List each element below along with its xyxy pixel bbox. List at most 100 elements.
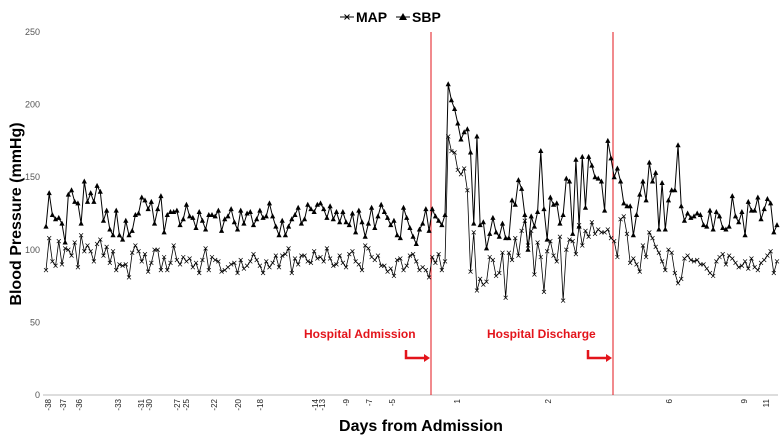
data-point: [602, 207, 608, 213]
data-point: [554, 200, 560, 206]
data-point: [289, 216, 295, 222]
data-point: [678, 203, 684, 209]
data-point: [264, 259, 269, 264]
data-point: [356, 207, 362, 213]
data-point: [215, 207, 221, 213]
data-point: [388, 222, 394, 228]
data-point: [359, 267, 365, 273]
data-point: [123, 217, 129, 223]
data-point: [643, 197, 649, 203]
data-point: [413, 240, 419, 246]
data-point: [196, 209, 202, 215]
data-point: [107, 260, 113, 266]
data-point: [88, 190, 94, 196]
data-point: [560, 211, 566, 217]
data-point: [53, 263, 58, 269]
data-point: [519, 185, 525, 191]
data-point: [56, 214, 62, 220]
data-point: [212, 257, 218, 263]
data-point: [573, 251, 579, 257]
data-point: [506, 250, 512, 255]
data-point: [439, 222, 445, 228]
data-point: [503, 295, 508, 300]
data-point: [222, 216, 228, 222]
data-point: [474, 288, 480, 293]
data-point: [672, 187, 678, 193]
data-point: [685, 210, 691, 216]
data-point: [681, 217, 688, 223]
data-point: [746, 266, 751, 271]
data-point: [675, 142, 681, 148]
data-point: [126, 275, 132, 280]
data-point: [700, 222, 707, 228]
data-point: [133, 243, 138, 248]
data-point: [43, 267, 49, 273]
data-point: [331, 263, 336, 269]
data-point: [203, 246, 208, 251]
admission-arrow-icon: [404, 350, 424, 360]
data-point: [219, 269, 224, 274]
data-point: [356, 262, 362, 267]
data-point: [129, 250, 135, 255]
discharge-arrowhead-icon: [606, 354, 612, 362]
data-point: [442, 259, 448, 264]
data-point: [104, 244, 109, 250]
data-point: [362, 233, 368, 239]
data-point: [158, 267, 164, 273]
data-point: [611, 238, 617, 244]
data-point: [745, 198, 751, 204]
data-point: [497, 270, 502, 276]
data-point: [550, 201, 557, 207]
data-point: [404, 263, 409, 269]
data-point: [736, 219, 742, 225]
data-point: [318, 254, 323, 260]
data-point: [308, 206, 314, 212]
data-point: [113, 207, 119, 213]
data-point: [174, 207, 180, 213]
data-point: [688, 257, 694, 263]
data-point: [493, 229, 499, 235]
data-point: [416, 226, 423, 232]
data-point: [116, 232, 123, 238]
data-point: [694, 210, 700, 216]
data-point: [110, 249, 116, 254]
data-point: [525, 246, 531, 252]
data-point: [59, 262, 65, 267]
x-tick-label: -18: [256, 398, 265, 410]
data-point: [251, 251, 256, 257]
data-point: [187, 213, 193, 219]
annotation-admission-label: Hospital Admission: [304, 327, 416, 341]
data-point: [560, 298, 566, 303]
data-point: [663, 267, 668, 273]
data-point: [174, 257, 180, 263]
data-point: [477, 276, 483, 282]
data-point: [551, 253, 556, 258]
data-point: [295, 262, 301, 267]
data-point: [388, 266, 393, 271]
data-point: [605, 137, 611, 143]
data-point: [621, 214, 627, 219]
legend-sbp-label: SBP: [412, 9, 441, 25]
y-tick-label: 250: [25, 27, 40, 37]
data-point: [187, 256, 192, 261]
data-point: [100, 217, 107, 223]
data-point: [238, 257, 243, 263]
x-tick-label: -36: [75, 398, 84, 410]
data-point: [308, 260, 314, 266]
data-point: [458, 172, 464, 177]
data-point: [662, 226, 668, 232]
data-point: [209, 211, 215, 217]
data-point: [496, 233, 502, 239]
data-point: [567, 237, 572, 242]
data-point: [522, 211, 528, 217]
data-point: [771, 229, 777, 235]
data-point: [206, 267, 212, 273]
data-point: [586, 234, 591, 239]
data-point: [327, 203, 333, 209]
data-point: [391, 273, 397, 279]
data-point: [583, 228, 588, 234]
data-point: [474, 133, 480, 139]
data-point: [282, 232, 289, 238]
y-tick-label: 150: [25, 172, 40, 182]
data-point: [289, 270, 295, 276]
